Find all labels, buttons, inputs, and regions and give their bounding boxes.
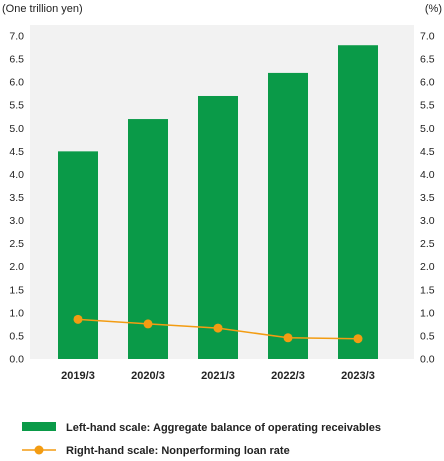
right-axis-tick-label: 4.5 — [420, 146, 435, 158]
right-axis-tick-label: 1.0 — [420, 307, 435, 319]
x-axis-ticks: 2019/3 2020/3 2021/3 2022/3 2023/3 — [61, 370, 375, 382]
right-axis-tick-label: 2.5 — [420, 238, 435, 250]
legend-line-marker — [34, 445, 44, 455]
left-axis-tick-label: 4.0 — [9, 169, 24, 181]
x-axis-tick-label: 2023/3 — [341, 370, 375, 382]
left-axis-tick-label: 0.0 — [9, 354, 24, 366]
bar — [198, 95, 238, 359]
left-axis-tick-label: 3.5 — [9, 192, 24, 204]
right-axis-tick-label: 4.0 — [420, 169, 435, 181]
left-axis-tick-label: 1.0 — [9, 307, 24, 319]
x-axis-tick-label: 2022/3 — [271, 370, 305, 382]
left-axis-tick-label: 5.0 — [9, 123, 24, 135]
right-axis-tick-label: 1.5 — [420, 284, 435, 296]
right-axis-tick-label: 3.0 — [420, 215, 435, 227]
left-axis-ticks: 0.0 0.5 1.0 1.5 2.0 2.5 3.0 3.5 4.0 4.5 5.0 5.5 6.0 6… — [9, 31, 24, 366]
x-axis-tick-label: 2019/3 — [61, 370, 95, 382]
right-axis-ticks: 0.0 0.5 1.0 1.5 2.0 2.5 3.0 3.5 4.0 4.5 5.0 5.5 6.0 6… — [420, 31, 435, 366]
left-axis-tick-label: 1.5 — [9, 284, 24, 296]
line-series — [73, 314, 363, 344]
left-axis-tick-label: 4.5 — [9, 146, 24, 158]
legend-bar-swatch — [22, 422, 56, 431]
left-axis-tick-label: 3.0 — [9, 215, 24, 227]
right-axis-unit-label: (%) — [425, 3, 442, 15]
legend-line-label: Right-hand scale: Nonperforming loan rat… — [66, 445, 290, 457]
right-axis-tick-label: 5.0 — [420, 123, 435, 135]
right-axis-tick-label: 5.5 — [420, 100, 435, 112]
line-point — [73, 314, 83, 324]
bar-series — [58, 45, 378, 360]
right-axis-tick-label: 7.0 — [420, 31, 435, 43]
left-axis-tick-label: 2.5 — [9, 238, 24, 250]
legend: Left-hand scale: Aggregate balance of op… — [22, 422, 381, 457]
left-axis-tick-label: 6.0 — [9, 77, 24, 89]
bar — [268, 72, 308, 360]
left-axis-tick-label: 5.5 — [9, 100, 24, 112]
right-axis-tick-label: 2.0 — [420, 261, 435, 273]
line-point — [283, 333, 293, 343]
right-axis-tick-label: 0.5 — [420, 330, 435, 342]
bar — [58, 151, 98, 359]
legend-bar-label: Left-hand scale: Aggregate balance of op… — [66, 422, 381, 434]
left-axis-tick-label: 2.0 — [9, 261, 24, 273]
right-axis-tick-label: 6.5 — [420, 54, 435, 66]
right-axis-tick-label: 3.5 — [420, 192, 435, 204]
left-axis-unit-label: (One trillion yen) — [2, 3, 83, 15]
x-axis-tick-label: 2020/3 — [131, 370, 165, 382]
right-axis-tick-label: 6.0 — [420, 77, 435, 89]
left-axis-tick-label: 0.5 — [9, 330, 24, 342]
line-point — [353, 334, 363, 344]
left-axis-tick-label: 6.5 — [9, 54, 24, 66]
bar — [338, 45, 378, 359]
line-point — [143, 319, 153, 329]
line-point — [213, 323, 223, 333]
x-axis-tick-label: 2021/3 — [201, 370, 235, 382]
right-axis-tick-label: 0.0 — [420, 354, 435, 366]
left-axis-tick-label: 7.0 — [9, 31, 24, 43]
bar — [128, 119, 168, 359]
